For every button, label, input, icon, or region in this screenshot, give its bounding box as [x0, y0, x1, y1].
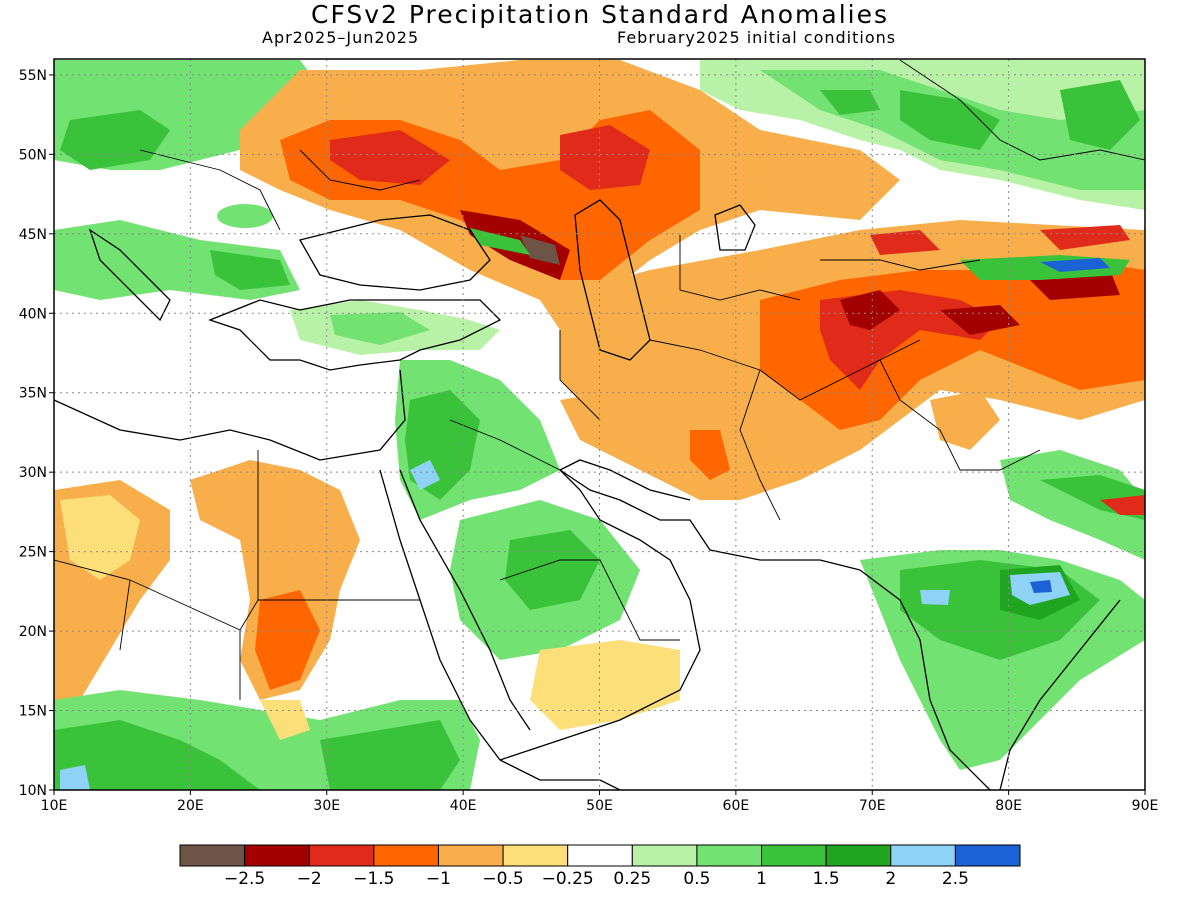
colorbar-swatch [631, 844, 698, 867]
colorbar-label: 1.5 [813, 869, 840, 889]
longitude-axis: 10E 20E 30E 40E 50E 60E 70E 80E 90E [41, 790, 1159, 814]
colorbar-swatch [437, 844, 504, 867]
lon-tick-label: 50E [586, 798, 613, 814]
lat-tick-label: 15N [19, 704, 47, 720]
colorbar-label: 1 [756, 869, 767, 889]
colorbar-swatch [502, 844, 569, 867]
colorbar-label: 2.5 [942, 869, 969, 889]
colorbar-swatch [179, 844, 246, 867]
lon-tick-label: 90E [1132, 798, 1159, 814]
colorbar-swatch [696, 844, 763, 867]
colorbar-label: 2 [885, 869, 896, 889]
lon-tick-label: 80E [995, 798, 1022, 814]
latitude-axis: 55N 50N 45N 40N 35N 30N 25N 20N 15N 10N [19, 68, 54, 799]
lon-tick-label: 20E [177, 798, 204, 814]
lat-tick-label: 20N [19, 624, 47, 640]
lat-tick-label: 50N [19, 147, 47, 163]
colorbar-swatch [890, 844, 956, 867]
lon-tick-label: 30E [313, 798, 340, 814]
colorbar-label: −2 [297, 869, 322, 889]
lat-tick-label: 30N [19, 465, 47, 481]
lon-tick-label: 40E [450, 798, 477, 814]
colorbar-swatch [373, 844, 439, 867]
lat-tick-label: 10N [19, 783, 47, 799]
graticule [54, 59, 1145, 790]
colorbar-swatch [761, 844, 827, 867]
borders [54, 59, 1145, 700]
colorbar: −2.5 −2 −1.5 −1 −0.5 −0.25 0.25 0.5 1 1.5 2 2.5 [179, 844, 1021, 889]
colorbar-label: −0.5 [482, 869, 523, 889]
lon-tick-label: 10E [41, 798, 68, 814]
colorbar-swatch [825, 844, 892, 867]
chart-title: CFSv2 Precipitation Standard Anomalies [310, 0, 889, 29]
colorbar-label: 0.25 [613, 869, 651, 889]
subtitle-initial-conditions: February2025 initial conditions [617, 28, 897, 47]
anomaly-fields [54, 60, 1145, 790]
colorbar-swatch [567, 844, 633, 867]
lat-tick-label: 45N [19, 227, 47, 243]
colorbar-label: −0.25 [542, 869, 594, 889]
colorbar-label: −1 [426, 869, 451, 889]
colorbar-swatch [308, 844, 375, 867]
lat-tick-label: 55N [19, 68, 47, 84]
lon-tick-label: 70E [859, 798, 886, 814]
lat-tick-label: 40N [19, 306, 47, 322]
subtitle-period: Apr2025–Jun2025 [262, 28, 420, 47]
colorbar-swatch [244, 844, 310, 867]
colorbar-swatch [954, 844, 1021, 867]
colorbar-label: −2.5 [224, 869, 265, 889]
lon-tick-label: 60E [723, 798, 750, 814]
lat-tick-label: 25N [19, 545, 47, 561]
colorbar-label: −1.5 [353, 869, 394, 889]
colorbar-label: 0.5 [683, 869, 710, 889]
lat-tick-label: 35N [19, 386, 47, 402]
